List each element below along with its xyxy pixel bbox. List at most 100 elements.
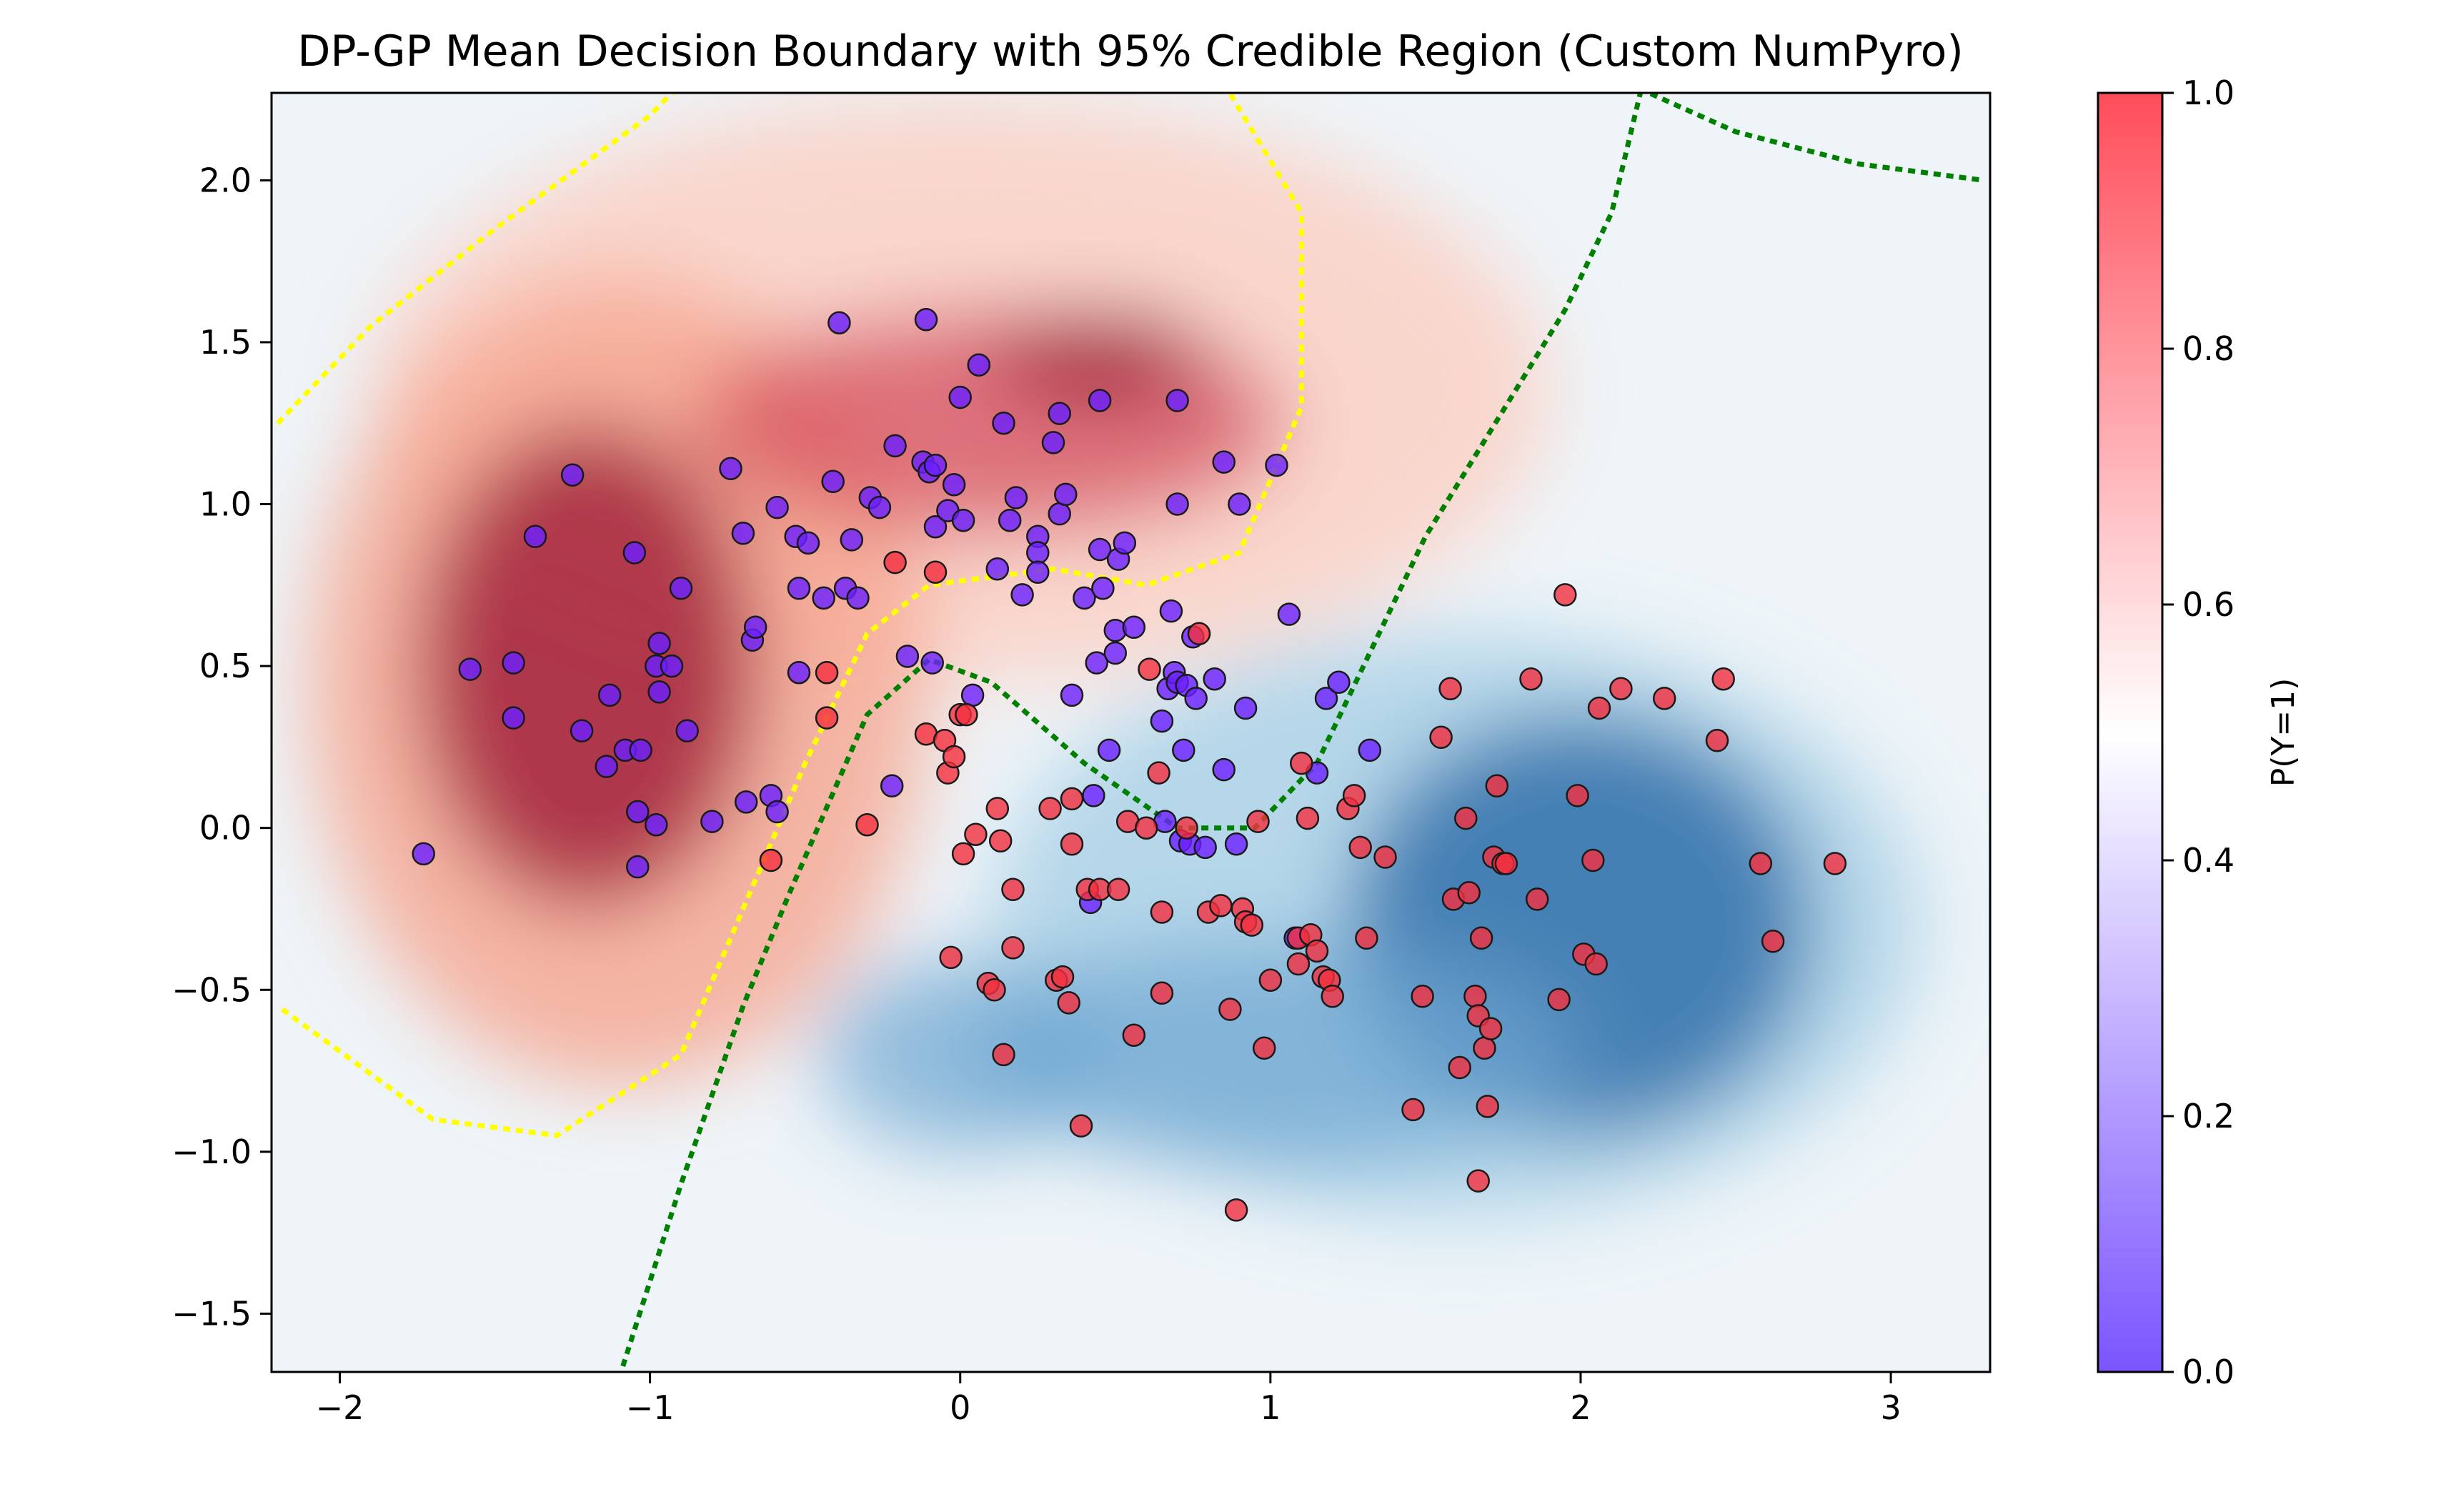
data-point-class-0 bbox=[1150, 709, 1174, 733]
data-point-class-0 bbox=[1212, 757, 1236, 782]
data-point-class-1 bbox=[1321, 985, 1344, 1008]
data-point-class-1 bbox=[1355, 926, 1378, 950]
data-point-class-1 bbox=[988, 829, 1013, 853]
data-point-class-1 bbox=[1038, 797, 1062, 820]
data-point-class-1 bbox=[1240, 913, 1264, 937]
data-point-class-0 bbox=[1041, 431, 1065, 454]
data-points bbox=[412, 307, 1847, 1222]
lower-contour bbox=[1642, 93, 1984, 183]
data-point-class-1 bbox=[1296, 806, 1320, 830]
data-point-class-0 bbox=[560, 463, 585, 487]
colorbar-tick-label: 0.4 bbox=[2182, 841, 2234, 880]
data-point-class-1 bbox=[1060, 832, 1084, 856]
data-point-class-1 bbox=[1609, 677, 1633, 701]
data-point-class-1 bbox=[855, 812, 879, 837]
plot-frame bbox=[270, 91, 1992, 1373]
data-point-class-0 bbox=[821, 469, 845, 494]
upper-contour bbox=[276, 93, 1304, 1138]
chart-title: DP-GP Mean Decision Boundary with 95% Cr… bbox=[297, 26, 1964, 76]
data-point-class-0 bbox=[1358, 738, 1382, 762]
data-point-class-0 bbox=[1172, 738, 1195, 762]
data-point-class-1 bbox=[1224, 1198, 1248, 1222]
data-point-class-0 bbox=[1103, 641, 1128, 665]
data-point-class-1 bbox=[1106, 877, 1130, 902]
data-point-class-0 bbox=[731, 522, 755, 545]
data-point-class-1 bbox=[1286, 952, 1311, 976]
colorbar-gradient bbox=[2097, 91, 2164, 1373]
data-point-class-1 bbox=[1069, 1114, 1093, 1138]
colorbar-tick-label: 0.0 bbox=[2182, 1353, 2234, 1391]
data-point-class-1 bbox=[992, 1043, 1015, 1067]
data-point-class-0 bbox=[502, 651, 525, 675]
data-point-class-0 bbox=[700, 810, 724, 833]
y-axis: −1.5 −1.0 −0.5 0.0 0.5 1.0 1.5 2.0 bbox=[171, 161, 272, 1333]
x-tick-label: 1 bbox=[1260, 1388, 1281, 1427]
data-point-class-1 bbox=[942, 745, 966, 769]
data-point-class-1 bbox=[1711, 667, 1735, 691]
data-point-class-0 bbox=[1026, 541, 1050, 564]
data-point-class-0 bbox=[787, 660, 811, 685]
data-point-class-0 bbox=[458, 657, 482, 681]
credible-region-contours bbox=[276, 93, 1984, 1372]
data-point-class-0 bbox=[1048, 402, 1071, 425]
data-point-class-1 bbox=[1373, 845, 1397, 869]
x-axis: −2 −1 0 1 2 3 bbox=[316, 1372, 1901, 1427]
data-point-class-1 bbox=[1429, 725, 1453, 750]
data-point-class-1 bbox=[1401, 1098, 1425, 1122]
data-point-class-0 bbox=[1097, 738, 1121, 762]
y-tick-label: 1.0 bbox=[199, 485, 252, 524]
y-tick-label: −0.5 bbox=[171, 970, 252, 1009]
data-point-class-0 bbox=[743, 615, 767, 639]
data-point-class-0 bbox=[645, 812, 668, 837]
data-point-class-1 bbox=[1348, 835, 1372, 860]
x-tick-label: −2 bbox=[316, 1388, 364, 1427]
data-point-class-1 bbox=[1547, 988, 1571, 1012]
x-tick-label: 3 bbox=[1880, 1388, 1901, 1427]
data-point-class-1 bbox=[1581, 848, 1605, 872]
data-point-class-1 bbox=[1050, 965, 1075, 989]
data-point-class-0 bbox=[1265, 453, 1288, 477]
data-point-class-0 bbox=[1228, 492, 1251, 516]
data-point-class-0 bbox=[734, 790, 758, 814]
data-point-class-1 bbox=[815, 660, 839, 685]
data-point-class-1 bbox=[1761, 930, 1785, 953]
data-point-class-0 bbox=[840, 528, 864, 552]
data-point-class-1 bbox=[1246, 810, 1270, 833]
y-tick-label: 2.0 bbox=[199, 161, 252, 199]
data-point-class-0 bbox=[942, 473, 966, 497]
data-point-class-1 bbox=[1147, 761, 1170, 785]
data-point-class-1 bbox=[1305, 939, 1329, 963]
data-point-class-1 bbox=[1466, 1169, 1490, 1193]
data-point-class-0 bbox=[998, 508, 1022, 532]
data-point-class-0 bbox=[1122, 615, 1146, 639]
data-point-class-1 bbox=[1342, 784, 1366, 807]
data-point-class-0 bbox=[1088, 537, 1112, 562]
colorbar-label: P(Y=1) bbox=[2265, 678, 2302, 787]
data-point-class-0 bbox=[595, 755, 619, 778]
data-point-class-0 bbox=[647, 680, 671, 704]
data-point-class-1 bbox=[759, 848, 783, 872]
data-point-class-0 bbox=[1203, 667, 1226, 691]
data-point-class-0 bbox=[626, 800, 650, 824]
data-point-class-0 bbox=[1088, 389, 1112, 412]
data-point-class-0 bbox=[967, 353, 991, 377]
data-point-class-0 bbox=[629, 738, 652, 762]
data-point-class-0 bbox=[1054, 482, 1078, 507]
data-point-class-0 bbox=[675, 719, 699, 742]
data-point-class-0 bbox=[948, 385, 972, 409]
data-point-class-1 bbox=[815, 706, 839, 730]
data-point-class-1 bbox=[1454, 806, 1478, 830]
data-point-class-1 bbox=[1566, 784, 1589, 807]
data-point-class-1 bbox=[1587, 696, 1611, 720]
data-point-class-0 bbox=[570, 719, 594, 742]
data-point-class-1 bbox=[1150, 981, 1174, 1005]
data-point-class-1 bbox=[1705, 729, 1729, 752]
lower-contour bbox=[618, 93, 1644, 1372]
data-point-class-0 bbox=[1165, 389, 1189, 412]
data-point-class-1 bbox=[1438, 677, 1462, 701]
data-point-class-1 bbox=[951, 842, 975, 866]
data-point-class-1 bbox=[1473, 1036, 1496, 1060]
data-point-class-0 bbox=[660, 654, 684, 678]
data-point-class-0 bbox=[1233, 696, 1258, 720]
data-point-class-0 bbox=[1327, 670, 1351, 695]
